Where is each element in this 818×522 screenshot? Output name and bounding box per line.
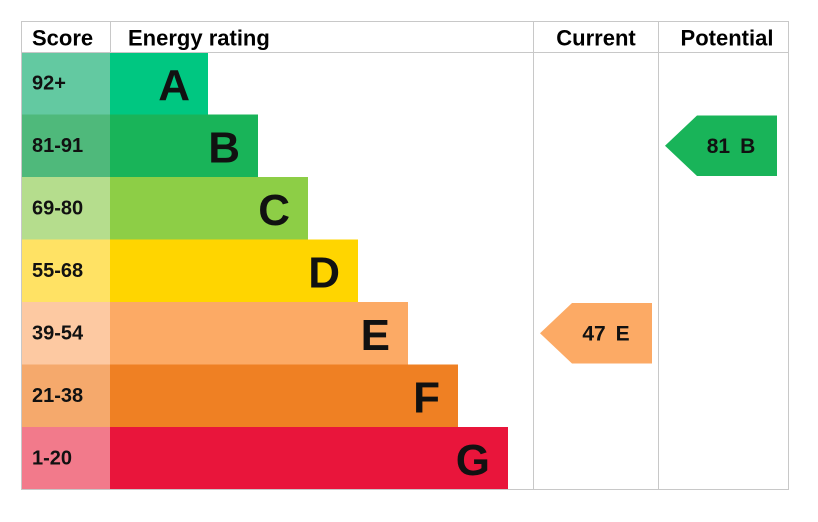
score-label: 55-68 <box>32 260 83 282</box>
potential-value: 81 <box>707 134 731 157</box>
potential-letter: B <box>740 134 755 157</box>
rating-letter: B <box>208 123 240 172</box>
rating-bar <box>110 427 508 490</box>
current-value: 47 <box>582 322 605 345</box>
score-cell <box>21 177 110 240</box>
table-frame <box>21 21 789 490</box>
rating-letter: G <box>456 436 490 485</box>
rating-bar <box>110 177 308 240</box>
score-cell <box>21 114 110 177</box>
current-letter: E <box>616 322 630 345</box>
rating-bar <box>110 364 458 427</box>
rating-bar <box>110 114 258 177</box>
score-cell <box>21 239 110 302</box>
header-rating: Energy rating <box>128 26 270 51</box>
rating-letter: F <box>413 373 440 422</box>
score-label: 1-20 <box>32 447 72 469</box>
score-label: 92+ <box>32 72 66 94</box>
potential-arrow <box>665 115 777 176</box>
score-label: 39-54 <box>32 322 84 344</box>
frame <box>21 21 789 490</box>
score-cell <box>21 52 110 115</box>
rating-bar <box>110 302 408 365</box>
header-score: Score <box>32 26 93 51</box>
current-arrow <box>540 303 652 364</box>
score-cell <box>21 364 110 427</box>
header-potential: Potential <box>681 26 774 51</box>
score-cell <box>21 302 110 365</box>
score-label: 69-80 <box>32 197 83 219</box>
current-label: 47 E <box>582 322 629 345</box>
rating-bar <box>110 52 208 115</box>
header-current: Current <box>556 26 636 51</box>
rating-letter: D <box>308 248 340 297</box>
rating-letter: E <box>361 311 390 360</box>
score-cell <box>21 427 110 490</box>
score-label: 21-38 <box>32 385 83 407</box>
rating-bar <box>110 239 358 302</box>
potential-label: 81 B <box>707 134 756 157</box>
score-label: 81-91 <box>32 135 83 157</box>
rating-letter: C <box>258 186 290 235</box>
rating-letter: A <box>158 61 190 110</box>
